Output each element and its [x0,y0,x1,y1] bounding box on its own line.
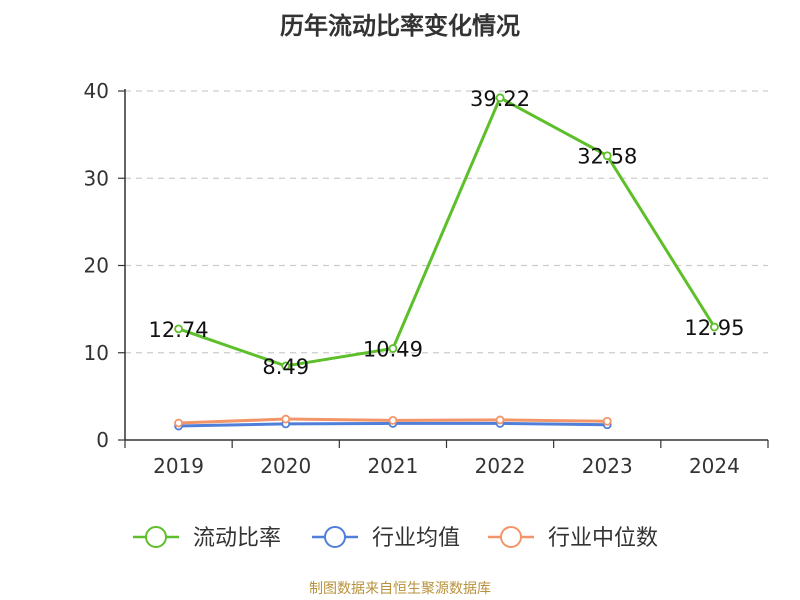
data-point [174,324,183,334]
data-label: 39.22 [470,87,530,111]
series-line-0 [178,96,716,368]
data-point [710,322,719,332]
data-point [602,151,612,161]
data-point [388,415,398,425]
data-point [174,418,183,428]
grid-lines [125,90,768,354]
series-layer [174,93,719,431]
data-point [281,414,291,424]
x-tick-label: 2019 [153,454,204,478]
y-tick-label: 40 [84,79,109,103]
data-point [602,416,612,426]
axes: 0 10 20 30 40 2019 2020 2021 2022 2023 2024 [84,79,769,478]
data-label: 12.95 [684,316,744,340]
data-labels: 12.74 8.49 10.49 39.22 32.58 12.95 [149,87,745,379]
legend-marker-icon [500,526,522,548]
x-tick-label: 2022 [475,454,526,478]
y-tick-label: 20 [84,254,109,278]
data-label: 10.49 [363,337,423,361]
data-label: 32.58 [577,145,637,169]
data-label: 8.49 [262,355,309,379]
legend-marker-icon [145,526,167,548]
x-tick-label: 2023 [582,454,633,478]
x-tick-label: 2021 [367,454,418,478]
data-point [281,361,291,371]
data-point [388,344,398,353]
x-tick-label: 2024 [689,454,740,478]
legend[interactable]: 流动比率 行业均值 行业中位数 [133,526,658,551]
legend-label: 流动比率 [193,526,281,551]
chart-title: 历年流动比率变化情况 [280,12,520,40]
x-tick-label: 2020 [260,454,311,478]
y-tick-label: 0 [96,428,109,452]
source-note: 制图数据来自恒生聚源数据库 [309,581,491,597]
legend-label: 行业均值 [372,526,460,551]
data-label: 12.74 [149,318,209,342]
y-tick-label: 30 [84,166,109,190]
legend-marker-icon [324,526,346,548]
y-tick-label: 10 [84,341,109,365]
data-point [495,93,505,103]
legend-label: 行业中位数 [548,526,658,551]
data-point [495,415,505,425]
